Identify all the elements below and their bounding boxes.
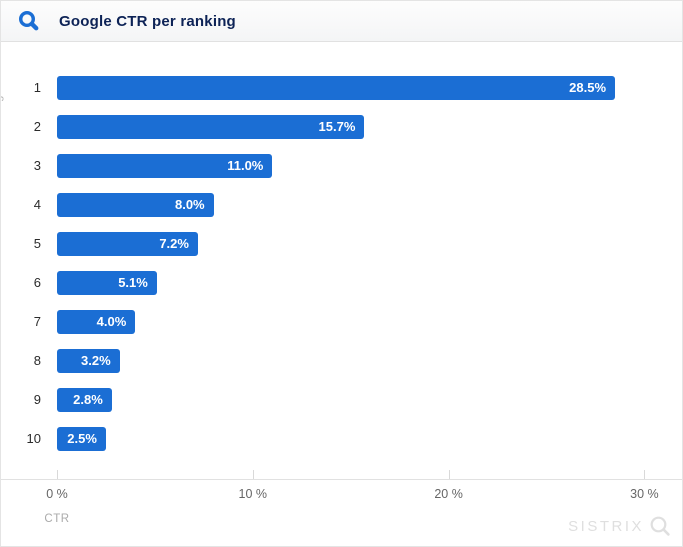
ctr-bar[interactable]: 15.7% xyxy=(57,115,365,139)
bar-value-label: 8.0% xyxy=(174,197,205,212)
bar-value-label: 11.0% xyxy=(227,158,264,173)
x-axis-tick xyxy=(252,470,254,479)
sistrix-watermark: SISTRIX xyxy=(568,515,671,537)
bar-value-label: 15.7% xyxy=(318,119,356,134)
bar-row: 2 15.7% xyxy=(1,115,682,139)
bar-value-label: 2.8% xyxy=(73,392,103,407)
chart-title: Google CTR per ranking xyxy=(59,12,236,30)
ranking-category-label: 10 xyxy=(26,431,41,446)
bar-row: 1 28.5% xyxy=(1,76,682,100)
x-axis-tick xyxy=(448,470,450,479)
widget-header: Google CTR per ranking xyxy=(1,1,682,42)
bar-value-label: 4.0% xyxy=(96,314,127,329)
x-axis-tick xyxy=(644,470,646,479)
x-axis-tick-label: 20 % xyxy=(434,487,463,501)
bar-chart: Ranking 1 28.5% 2 15.7% 3 11.0% 4 8.0% 5 7.2% 6 5.1… xyxy=(1,43,682,546)
ctr-bar[interactable]: 11.0% xyxy=(57,154,273,178)
bar-row: 5 7.2% xyxy=(1,232,682,256)
bar-value-label: 28.5% xyxy=(569,80,607,95)
ctr-bar[interactable]: 2.8% xyxy=(57,388,112,412)
bar-value-label: 7.2% xyxy=(159,236,189,251)
ctr-bar[interactable]: 2.5% xyxy=(57,427,106,451)
ranking-category-label: 7 xyxy=(33,314,41,329)
ranking-category-label: 1 xyxy=(33,80,41,95)
bar-value-label: 5.1% xyxy=(118,275,148,290)
ctr-bar[interactable]: 3.2% xyxy=(57,349,120,373)
ranking-category-label: 8 xyxy=(33,353,41,368)
ranking-category-label: 5 xyxy=(33,236,41,251)
x-axis-tick-label: 10 % xyxy=(238,487,268,501)
sistrix-magnifier-icon xyxy=(18,10,39,31)
bar-value-label: 2.5% xyxy=(67,431,97,446)
ranking-category-label: 6 xyxy=(33,275,41,290)
ctr-bar[interactable]: 28.5% xyxy=(57,76,616,100)
ctr-bar[interactable]: 5.1% xyxy=(57,271,157,295)
bar-row: 4 8.0% xyxy=(1,193,682,217)
x-axis-tick-label: 0 % xyxy=(46,487,68,501)
x-axis-line xyxy=(1,479,682,480)
x-axis-tick-label: 30 % xyxy=(630,487,659,501)
bar-row: 6 5.1% xyxy=(1,271,682,295)
bar-value-label: 3.2% xyxy=(81,353,111,368)
bar-row: 7 4.0% xyxy=(1,310,682,334)
ranking-category-label: 2 xyxy=(33,119,41,134)
bar-row: 9 2.8% xyxy=(1,388,682,412)
bar-row: 3 11.0% xyxy=(1,154,682,178)
bar-row: 8 3.2% xyxy=(1,349,682,373)
x-axis-title: CTR xyxy=(44,513,70,525)
ranking-category-label: 4 xyxy=(33,197,41,212)
x-axis-tick xyxy=(57,470,58,479)
ctr-bar[interactable]: 7.2% xyxy=(57,232,198,256)
ranking-category-label: 9 xyxy=(33,392,41,407)
ranking-category-label: 3 xyxy=(33,158,41,173)
ctr-bar[interactable]: 8.0% xyxy=(57,193,214,217)
watermark-text: SISTRIX xyxy=(568,517,644,535)
bar-row: 10 2.5% xyxy=(1,427,682,451)
ctr-bar[interactable]: 4.0% xyxy=(57,310,136,334)
watermark-magnifier-icon xyxy=(650,516,670,536)
